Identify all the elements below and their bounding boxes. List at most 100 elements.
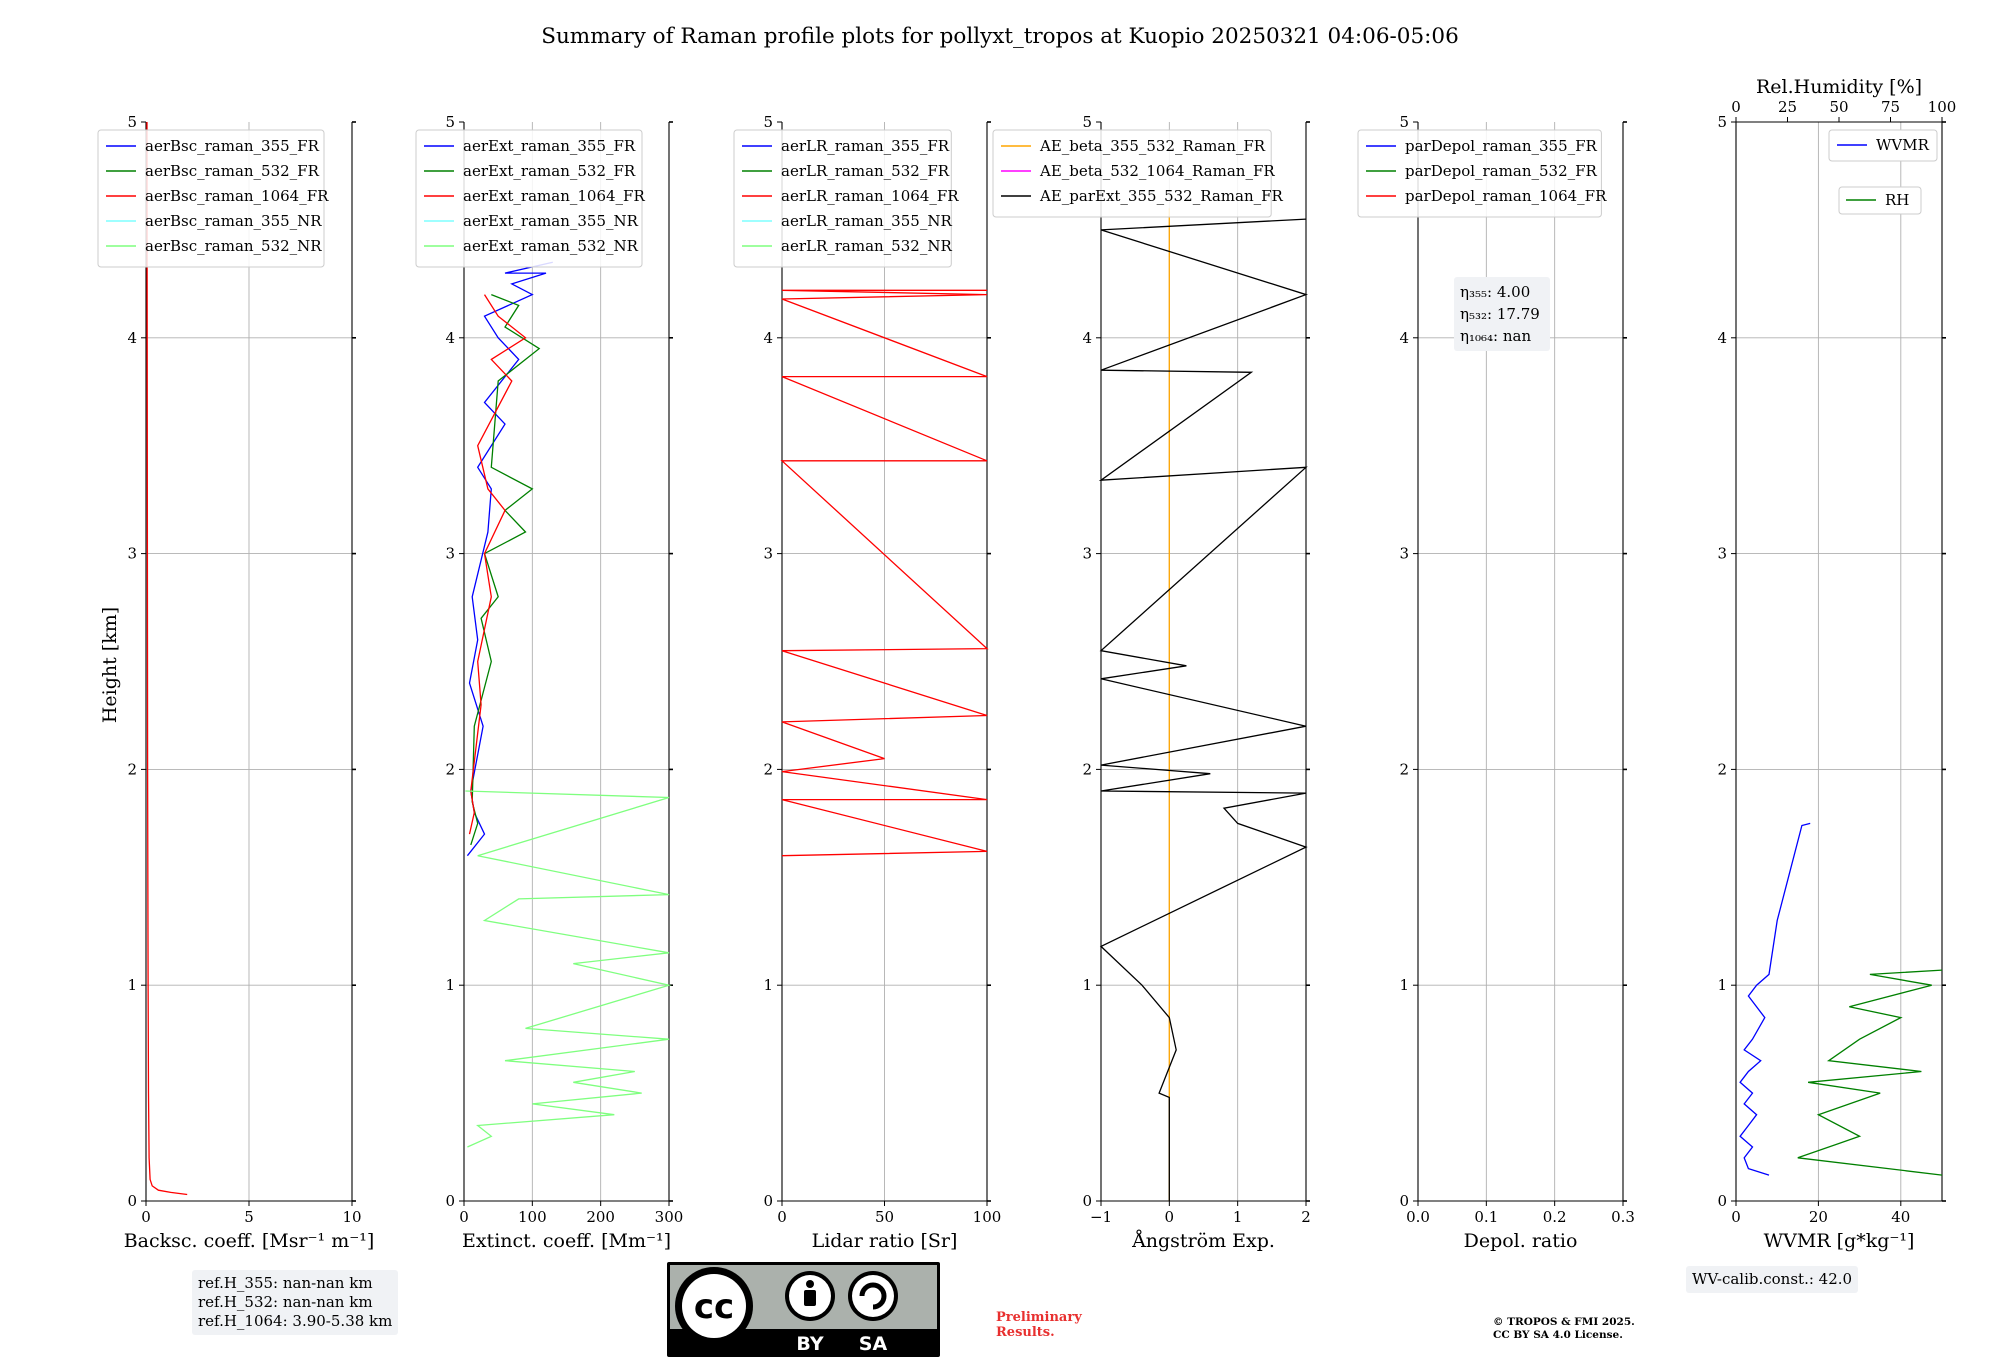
x-axis-label: Lidar ratio [Sr] xyxy=(812,1230,958,1252)
legend-label: parDepol_raman_532_FR xyxy=(1405,162,1598,180)
y-tick-label: 3 xyxy=(1399,545,1409,563)
x-tick-label: 0 xyxy=(1165,1208,1175,1226)
x-tick-label: 20 xyxy=(1809,1208,1828,1226)
legend-label: aerLR_raman_532_FR xyxy=(781,162,950,180)
x2-tick-label: 50 xyxy=(1829,98,1848,116)
y-tick-label: 2 xyxy=(127,760,137,778)
y-tick-label: 4 xyxy=(763,329,773,347)
x-tick-label: 2 xyxy=(1301,1208,1311,1226)
series-line-WVMR xyxy=(1739,822,1811,1176)
y-tick-label: 3 xyxy=(445,545,455,563)
series-line-aerExt_raman_532_NR xyxy=(465,790,672,1148)
y-tick-label: 2 xyxy=(763,760,773,778)
x-tick-label: 0 xyxy=(459,1208,469,1226)
x2-tick-label: 100 xyxy=(1928,98,1957,116)
by-person-body xyxy=(804,1290,816,1306)
cc-by-sa-license-logo xyxy=(667,1262,940,1357)
legend-box xyxy=(1357,129,1602,218)
legend-label: RH xyxy=(1885,191,1909,209)
reference-height-box: ref.H_355: nan-nan km ref.H_532: nan-nan… xyxy=(192,1270,399,1335)
legend-box-wvmr xyxy=(1828,129,1938,162)
y-tick-label: 4 xyxy=(1399,329,1409,347)
y-tick-label: 5 xyxy=(127,113,137,131)
y-tick-label: 2 xyxy=(1082,760,1092,778)
legend-label: AE_beta_355_532_Raman_FR xyxy=(1039,137,1266,155)
y-tick-label: 2 xyxy=(445,760,455,778)
x-axis-label: Backsc. coeff. [Msr⁻¹ m⁻¹] xyxy=(124,1230,375,1252)
x-axis-label: Ångström Exp. xyxy=(1131,1230,1275,1252)
panel-angstrom xyxy=(992,121,1310,1206)
y-tick-label: 1 xyxy=(1082,976,1092,994)
legend-label: parDepol_raman_355_FR xyxy=(1405,137,1598,155)
preliminary-line-1: Preliminary xyxy=(996,1310,1082,1325)
y-axis-label: Height [km] xyxy=(99,607,121,723)
credit-line-2: CC BY SA 4.0 License. xyxy=(1493,1329,1623,1341)
wv-calibration-box: WV-calib.const.: 42.0 xyxy=(1686,1266,1859,1293)
panel-backscatter xyxy=(97,121,356,1206)
legend-label: aerExt_raman_355_NR xyxy=(463,212,639,230)
x-tick-label: 0.3 xyxy=(1611,1208,1635,1226)
legend-label: aerExt_raman_355_FR xyxy=(463,137,636,155)
legend-label: parDepol_raman_1064_FR xyxy=(1405,187,1607,205)
y-tick-label: 4 xyxy=(1717,329,1727,347)
series-line-aerExt_raman_355_FR xyxy=(466,261,553,857)
preliminary-results-note: Preliminary Results. xyxy=(996,1310,1082,1340)
y-tick-label: 1 xyxy=(763,976,773,994)
x-tick-label: 300 xyxy=(655,1208,684,1226)
x-tick-label: −1 xyxy=(1090,1208,1112,1226)
y-tick-label: 1 xyxy=(1399,976,1409,994)
y-tick-label: 5 xyxy=(763,113,773,131)
x-tick-label: 100 xyxy=(518,1208,547,1226)
preliminary-line-2: Results. xyxy=(996,1325,1055,1340)
x-tick-label: 10 xyxy=(342,1208,361,1226)
x2-tick-label: 0 xyxy=(1731,98,1741,116)
legend-label: aerExt_raman_1064_FR xyxy=(463,187,645,205)
legend-label: aerBsc_raman_1064_FR xyxy=(145,187,329,205)
sa-icon-inner xyxy=(852,1275,894,1317)
figure-title: Summary of Raman profile plots for polly… xyxy=(541,24,1459,49)
legend-label: aerLR_raman_532_NR xyxy=(781,237,952,255)
x-tick-label: 0 xyxy=(141,1208,151,1226)
legend-label: aerExt_raman_532_NR xyxy=(463,237,639,255)
y-tick-label: 3 xyxy=(1082,545,1092,563)
legend-label: WVMR xyxy=(1876,136,1930,154)
x-tick-label: 0 xyxy=(777,1208,787,1226)
x-tick-label: 0 xyxy=(1731,1208,1741,1226)
y-tick-label: 1 xyxy=(127,976,137,994)
depol-eta-value: η₃₅₅: 4.00 xyxy=(1460,283,1530,301)
series-line-aerBsc_raman_1064_FR xyxy=(146,121,188,1196)
legend-box xyxy=(992,129,1272,218)
x2-axis-label: Rel.Humidity [%] xyxy=(1756,76,1922,98)
x-tick-label: 0.1 xyxy=(1474,1208,1498,1226)
depol-eta-value: η₅₃₂: 17.79 xyxy=(1460,305,1540,323)
x-tick-label: 0.2 xyxy=(1543,1208,1567,1226)
series-line-aerLR_raman_1064_FR xyxy=(780,289,989,857)
y-tick-label: 4 xyxy=(1082,329,1092,347)
x-axis-label: Depol. ratio xyxy=(1464,1230,1578,1252)
credit-line-1: © TROPOS & FMI 2025. xyxy=(1493,1316,1635,1328)
legend-label: AE_parExt_355_532_Raman_FR xyxy=(1039,187,1284,205)
depol-eta-box xyxy=(1454,277,1550,351)
x2-tick-label: 75 xyxy=(1881,98,1900,116)
series-line-AE_parExt_355_532_Raman_FR xyxy=(1098,218,1309,1201)
cc-icon-inner xyxy=(682,1274,746,1338)
ref-height-355: ref.H_355: nan-nan km xyxy=(198,1274,373,1292)
sa-text: SA xyxy=(859,1333,888,1355)
y-tick-label: 0 xyxy=(1399,1192,1409,1210)
y-tick-label: 2 xyxy=(1717,760,1727,778)
y-tick-label: 1 xyxy=(445,976,455,994)
x-tick-label: 40 xyxy=(1891,1208,1910,1226)
legend-label: aerExt_raman_532_FR xyxy=(463,162,636,180)
y-tick-label: 0 xyxy=(445,1192,455,1210)
legend-label: aerLR_raman_355_NR xyxy=(781,212,952,230)
depol-eta-value: η₁₀₆₄: nan xyxy=(1460,327,1531,345)
legend-label: aerLR_raman_355_FR xyxy=(781,137,950,155)
sa-arrow xyxy=(859,1282,887,1310)
panel-wvmr-rh xyxy=(1731,117,1946,1206)
y-tick-label: 4 xyxy=(445,329,455,347)
y-tick-label: 4 xyxy=(127,329,137,347)
legend-label: aerBsc_raman_355_FR xyxy=(145,137,320,155)
by-text: BY xyxy=(796,1333,823,1355)
legend-label: aerBsc_raman_532_NR xyxy=(145,237,322,255)
x-tick-label: 5 xyxy=(244,1208,254,1226)
